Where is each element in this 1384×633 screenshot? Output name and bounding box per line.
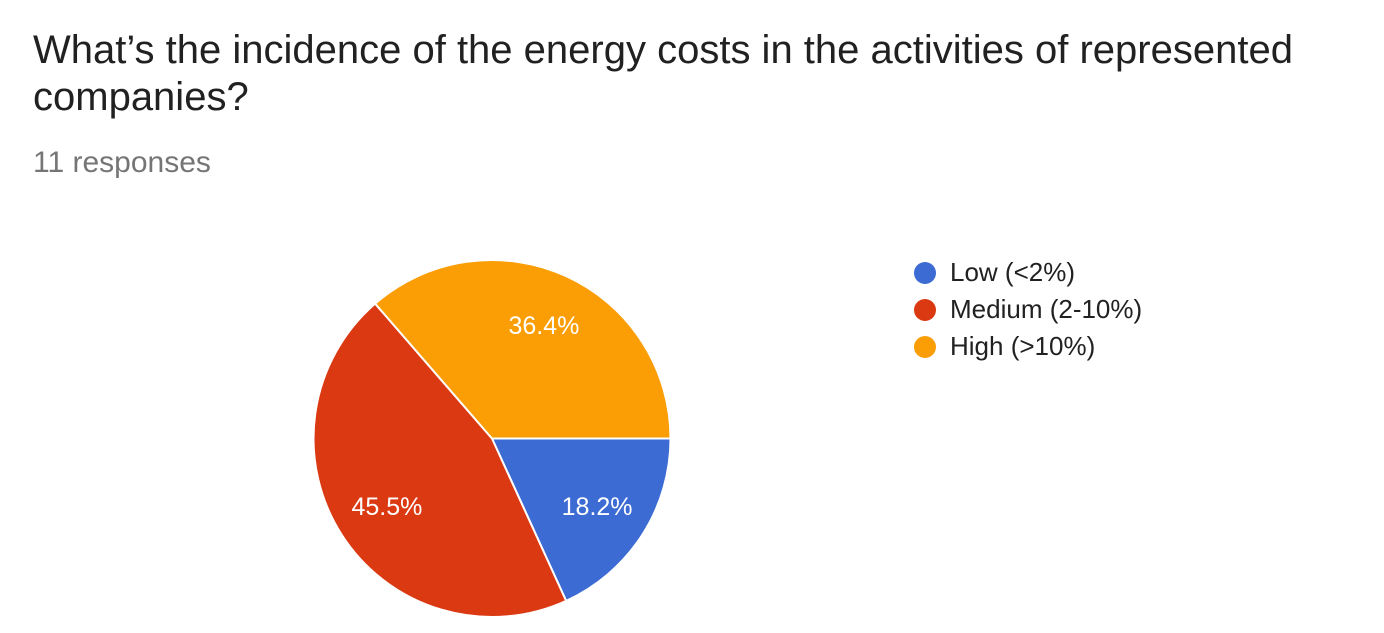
legend-item-2: High (>10%) [914, 333, 1142, 360]
pie-slice-2[interactable] [374, 259, 672, 440]
legend-label: High (>10%) [950, 331, 1096, 361]
pie-slice-0[interactable] [491, 437, 672, 602]
legend-label: Medium (2-10%) [950, 294, 1143, 324]
pie-slice-label-1: 45.5% [351, 493, 422, 521]
legend-item-0: Low (<2%) [914, 259, 1142, 286]
pie-slice-label-2: 36.4% [508, 312, 579, 340]
pie-slice-label-0: 18.2% [562, 493, 633, 521]
legend-swatch-icon [914, 261, 936, 284]
pie-slice-1[interactable] [312, 302, 568, 618]
question-title: What’s the incidence of the energy costs… [33, 28, 1293, 119]
legend-swatch-icon [914, 335, 936, 358]
chart-legend: Low (<2%) Medium (2-10%) High (>10%) [914, 259, 1142, 370]
legend-item-1: Medium (2-10%) [914, 296, 1142, 323]
legend-swatch-icon [914, 298, 936, 321]
response-count: 11 responses [33, 146, 211, 179]
legend-label: Low (<2%) [950, 257, 1075, 287]
